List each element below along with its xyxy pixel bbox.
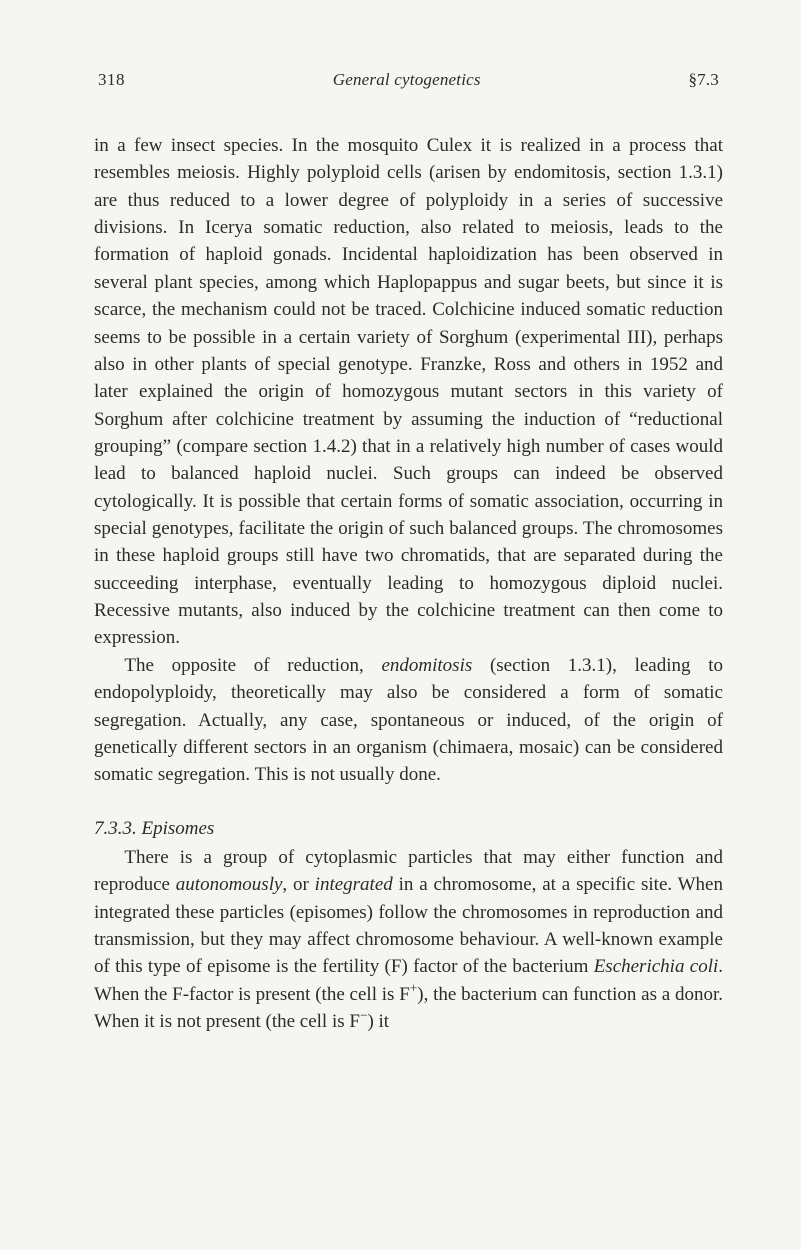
section-reference: §7.3	[688, 70, 719, 90]
p3-italic-autonomously: autonomously	[176, 874, 283, 895]
section-heading: 7.3.3. Episomes	[94, 815, 723, 842]
book-page: 318 General cytogenetics §7.3 in a few i…	[0, 0, 801, 1250]
paragraph-1: in a few insect species. In the mosquito…	[94, 132, 723, 652]
paragraph-2: The opposite of reduction, endomitosis (…	[94, 652, 723, 789]
paragraph-3: There is a group of cytoplasmic particle…	[94, 844, 723, 1036]
page-number: 318	[98, 70, 125, 90]
section-number: 7.3.3.	[94, 818, 137, 839]
page-header: 318 General cytogenetics §7.3	[94, 70, 723, 90]
p2-italic-endomitosis: endomitosis	[381, 655, 472, 676]
p3-run-c: , or	[282, 874, 314, 895]
p3-run-k: ) it	[367, 1011, 389, 1032]
section-title: Episomes	[142, 818, 215, 839]
p3-italic-escherichia-coli: Escherichia coli	[594, 956, 719, 977]
running-title: General cytogenetics	[333, 70, 481, 90]
p2-run-a: The opposite of reduction,	[124, 655, 381, 676]
body-text: in a few insect species. In the mosquito…	[94, 132, 723, 1036]
p3-italic-integrated: integrated	[315, 874, 393, 895]
